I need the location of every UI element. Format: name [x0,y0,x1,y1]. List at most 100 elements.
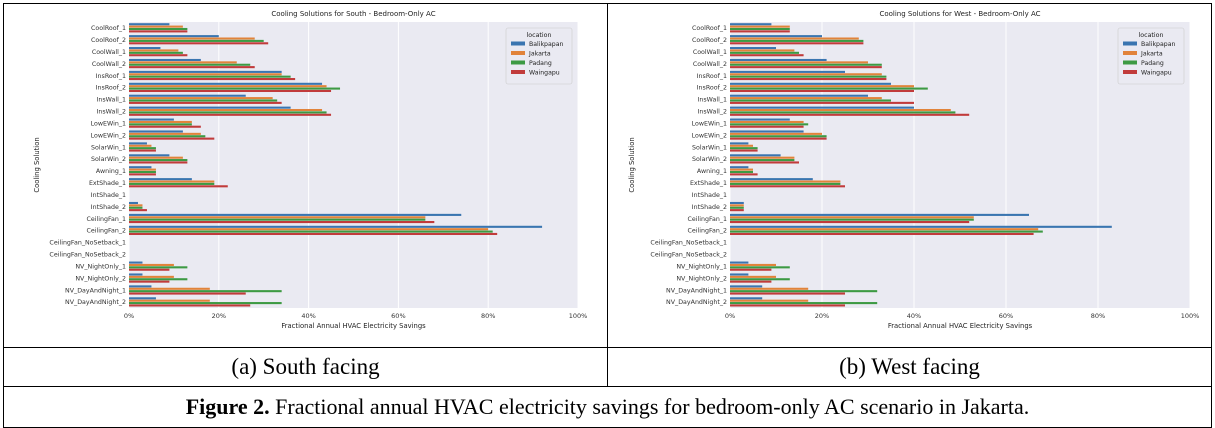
bar [129,97,273,100]
legend-label: Jakarta [528,51,551,58]
bar [730,97,882,100]
y-tick-label: InsWall_1 [698,97,727,104]
bar [129,261,143,264]
legend-swatch [1123,51,1137,55]
bar [730,63,882,66]
bar [730,261,749,264]
bar [129,87,341,90]
bar [129,113,332,116]
y-tick-label: InsRoof_1 [697,73,727,80]
bar [730,82,891,85]
bar [730,273,749,276]
y-tick-label: SolarWin_1 [91,144,126,151]
bar [730,218,974,221]
bar [129,82,323,85]
bar [730,297,763,300]
bar [730,287,809,290]
bar [129,101,282,104]
x-tick-label: 60% [391,312,405,320]
bar [730,147,758,150]
bar [730,94,868,97]
y-tick-label: CeilingFan_NoSetback_2 [49,252,126,259]
bar [730,125,804,128]
bar [129,85,327,88]
y-tick-label: SolarWin_2 [91,156,126,163]
bar [730,225,1112,228]
y-tick-label: Awning_1 [96,168,126,175]
bar [730,216,974,219]
bar [730,228,1039,231]
plot-area [730,22,1190,308]
bar [129,168,156,171]
bar [730,35,822,38]
bar [129,154,170,157]
y-tick-label: NV_NightOnly_1 [676,263,727,270]
y-tick-label: CoolWall_1 [693,49,727,56]
y-tick-label: CeilingFan_1 [86,216,126,223]
y-tick-label: LowEWin_1 [692,120,727,127]
bar [129,232,498,236]
x-tick-label: 20% [815,312,829,320]
bar [730,39,864,42]
bar [730,123,809,126]
bar [730,27,790,31]
bar [730,54,804,57]
y-tick-label: NV_DayAndNight_2 [65,299,126,306]
bar [730,66,882,69]
bar [129,263,174,266]
bar [129,120,192,123]
y-tick-label: ExtShade_1 [690,180,727,187]
y-tick-label: LowEWin_2 [692,132,727,139]
bar [129,206,143,209]
y-tick-label: SolarWin_1 [692,144,727,151]
x-tick-label: 60% [999,312,1013,320]
bar [730,58,827,62]
bar [129,173,156,176]
bar [129,290,282,293]
y-tick-label: CeilingFan_1 [687,216,727,223]
bar [730,73,882,76]
y-tick-label: IntShade_1 [692,192,727,199]
chart-title: Cooling Solutions for West - Bedroom-Onl… [879,10,1040,18]
y-tick-label: NV_NightOnly_2 [75,275,126,282]
bar [730,170,753,174]
y-tick-label: CoolWall_2 [92,61,126,68]
x-tick-label: 0% [725,312,735,320]
bar [129,292,246,295]
y-tick-label: Awning_1 [697,168,727,175]
bar [730,232,1034,236]
bar [129,123,192,126]
x-axis-label: Fractional Annual HVAC Electricity Savin… [281,322,426,330]
y-tick-label: InsRoof_2 [96,85,126,92]
bar [730,180,841,183]
legend-label: Balikpapan [1141,41,1175,48]
x-tick-label: 40% [907,312,921,320]
bar [730,206,744,209]
bar [129,230,493,233]
bar [730,113,970,116]
legend-label: Balikpapan [529,41,563,48]
y-tick-label: CoolRoof_1 [91,25,126,32]
bar [730,168,753,171]
bar [129,297,156,300]
panel-west-cell: 0% 20% 40% 60% 80% 100% CoolRoof_1 CoolRoof_2 Co… [607,3,1212,348]
bar [129,54,188,57]
bar [129,25,183,28]
x-axis-label: Fractional Annual HVAC Electricity Savin… [888,322,1033,330]
chart-south: 0% 20% 40% 60% 80% 100% CoolRoof_1 CoolRoof_2 Co… [33,10,587,330]
bar [129,132,201,135]
y-tick-label: CoolRoof_1 [692,25,727,32]
plot-area [129,22,578,308]
bar [129,49,179,52]
bar [730,49,795,52]
y-tick-label: NV_DayAndNight_1 [666,287,727,294]
y-tick-label: NV_DayAndNight_1 [65,287,126,294]
bar [129,273,143,276]
chart-title: Cooling Solutions for South - Bedroom-On… [271,10,435,18]
bar [730,209,744,212]
bar [730,132,822,135]
bar [129,185,228,188]
bar [730,292,845,295]
bar [730,173,758,176]
bar [129,144,152,147]
